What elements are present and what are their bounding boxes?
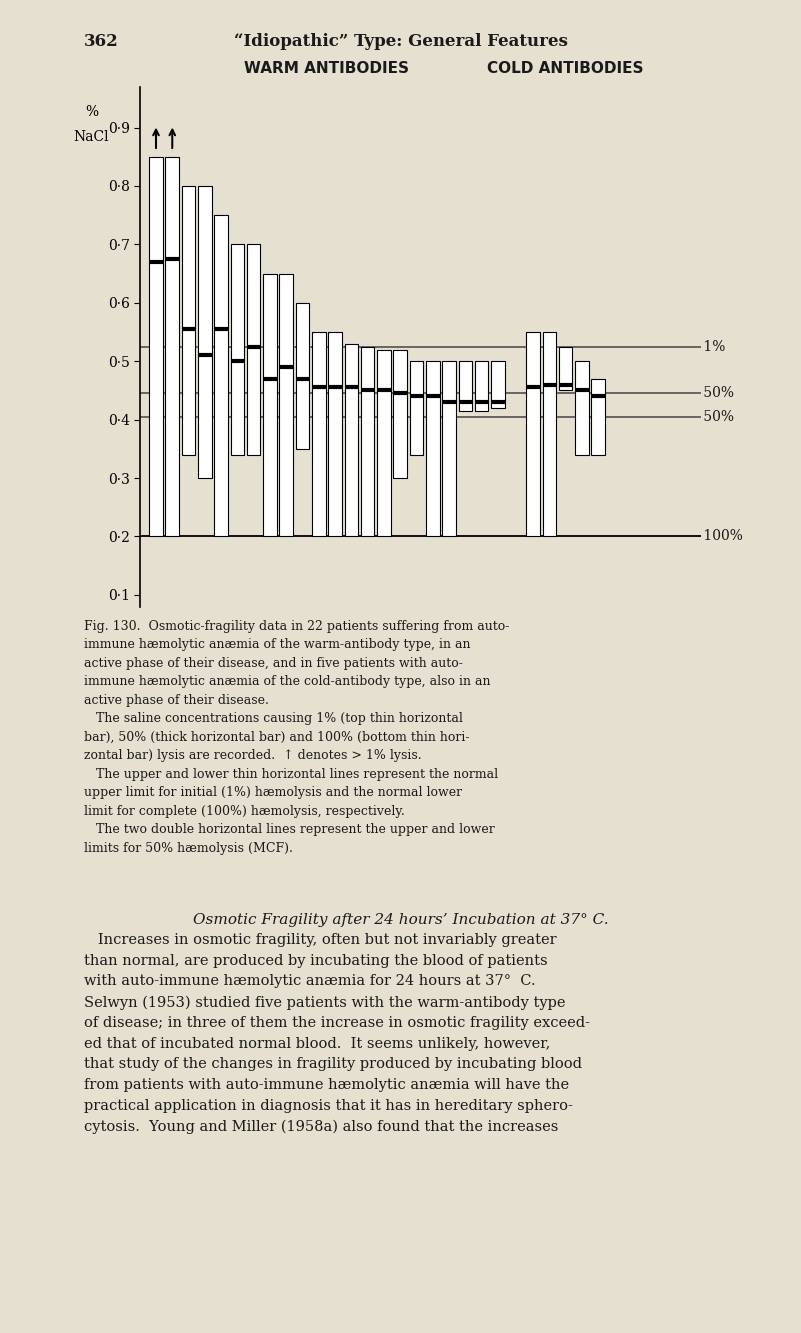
Bar [344,344,358,536]
Bar [393,349,407,479]
Bar [426,361,440,536]
Bar [182,185,195,455]
Text: 362: 362 [84,33,119,51]
Text: NaCl: NaCl [74,131,109,144]
Bar [296,303,309,449]
Bar [247,244,260,455]
Bar [198,185,211,479]
Bar [264,273,276,536]
Bar [149,157,163,536]
Bar [575,361,589,455]
Text: %: % [85,105,98,119]
Text: 50%: 50% [699,387,734,400]
Bar [328,332,342,536]
Text: 1%: 1% [699,340,726,353]
Bar [231,244,244,455]
Bar [442,361,456,536]
Bar [409,361,423,455]
Bar [458,361,472,411]
Text: Osmotic Fragility after 24 hours’ Incubation at 37° C.: Osmotic Fragility after 24 hours’ Incuba… [193,913,608,928]
Text: 50%: 50% [699,409,734,424]
Text: Increases in osmotic fragility, often but not invariably greater
than normal, ar: Increases in osmotic fragility, often bu… [84,933,590,1134]
Bar [591,379,605,455]
Bar [559,347,573,391]
Text: Fig. 130.  Osmotic-fragility data in 22 patients suffering from auto-
immune hæm: Fig. 130. Osmotic-fragility data in 22 p… [84,620,509,854]
Bar [491,361,505,408]
Bar [526,332,540,536]
Bar [312,332,325,536]
Bar [360,347,374,536]
Bar [215,215,228,536]
Bar [542,332,556,536]
Text: “Idiopathic” Type: General Features: “Idiopathic” Type: General Features [234,33,567,51]
Bar [377,349,391,536]
Bar [166,157,179,536]
Text: 100%: 100% [699,529,743,544]
Text: WARM ANTIBODIES: WARM ANTIBODIES [244,61,409,76]
Bar [475,361,489,411]
Bar [280,273,293,536]
Text: COLD ANTIBODIES: COLD ANTIBODIES [488,61,644,76]
